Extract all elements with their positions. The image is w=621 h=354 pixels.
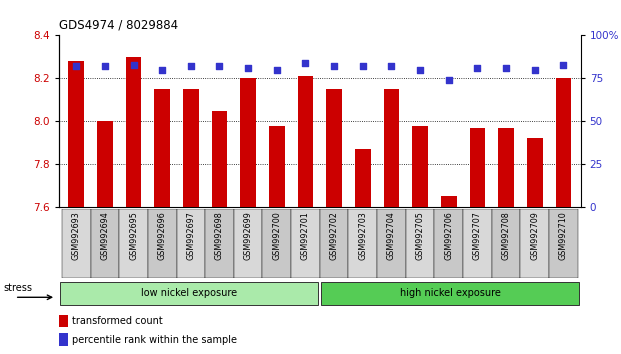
Bar xyxy=(263,209,291,278)
Point xyxy=(214,63,224,69)
Bar xyxy=(125,57,142,207)
Bar xyxy=(97,121,113,207)
Bar xyxy=(269,126,284,207)
Point xyxy=(530,67,540,73)
Text: high nickel exposure: high nickel exposure xyxy=(400,288,501,298)
Bar xyxy=(59,333,68,346)
Text: GSM992706: GSM992706 xyxy=(444,211,453,260)
Text: GSM992700: GSM992700 xyxy=(273,211,281,260)
Bar xyxy=(148,209,176,278)
Bar xyxy=(492,209,520,278)
Bar xyxy=(348,209,377,278)
Text: transformed count: transformed count xyxy=(73,316,163,326)
Text: GSM992702: GSM992702 xyxy=(330,211,338,260)
Bar xyxy=(234,209,263,278)
Text: GDS4974 / 8029884: GDS4974 / 8029884 xyxy=(59,19,178,32)
Text: GSM992699: GSM992699 xyxy=(243,211,253,260)
Bar xyxy=(498,128,514,207)
Text: GSM992709: GSM992709 xyxy=(530,211,539,260)
Bar xyxy=(355,149,371,207)
Bar xyxy=(154,89,170,207)
Text: GSM992697: GSM992697 xyxy=(186,211,196,260)
Text: GSM992695: GSM992695 xyxy=(129,211,138,260)
Bar xyxy=(68,61,84,207)
Bar xyxy=(527,138,543,207)
Bar xyxy=(291,209,320,278)
Point xyxy=(415,67,425,73)
Bar xyxy=(435,209,463,278)
Point xyxy=(301,60,310,66)
Bar xyxy=(549,209,578,278)
Bar xyxy=(321,282,579,305)
Bar xyxy=(377,209,406,278)
Text: GSM992705: GSM992705 xyxy=(415,211,425,260)
Text: GSM992693: GSM992693 xyxy=(71,211,81,260)
Point xyxy=(243,65,253,71)
Bar xyxy=(556,78,571,207)
Text: stress: stress xyxy=(3,283,32,293)
Text: GSM992701: GSM992701 xyxy=(301,211,310,260)
Point xyxy=(501,65,511,71)
Point xyxy=(558,62,568,67)
Text: low nickel exposure: low nickel exposure xyxy=(142,288,237,298)
Bar xyxy=(469,128,486,207)
Bar xyxy=(463,209,492,278)
Text: GSM992708: GSM992708 xyxy=(502,211,510,260)
Point xyxy=(473,65,483,71)
Bar xyxy=(320,209,348,278)
Bar xyxy=(91,209,119,278)
Bar xyxy=(176,209,205,278)
Point xyxy=(71,63,81,69)
Point xyxy=(329,63,339,69)
Bar xyxy=(240,78,256,207)
Text: GSM992704: GSM992704 xyxy=(387,211,396,260)
Bar xyxy=(119,209,148,278)
Point xyxy=(358,63,368,69)
Bar xyxy=(520,209,549,278)
Point xyxy=(186,63,196,69)
Point xyxy=(129,62,138,67)
Bar xyxy=(60,282,319,305)
Bar xyxy=(62,209,91,278)
Point xyxy=(444,77,454,83)
Bar xyxy=(183,89,199,207)
Text: GSM992696: GSM992696 xyxy=(158,211,166,260)
Bar xyxy=(205,209,234,278)
Bar xyxy=(297,76,314,207)
Text: GSM992707: GSM992707 xyxy=(473,211,482,260)
Bar xyxy=(326,89,342,207)
Text: GSM992694: GSM992694 xyxy=(101,211,109,260)
Bar xyxy=(441,196,456,207)
Bar xyxy=(406,209,435,278)
Text: GSM992703: GSM992703 xyxy=(358,211,367,260)
Bar xyxy=(412,126,428,207)
Point xyxy=(272,67,282,73)
Bar xyxy=(212,110,227,207)
Bar xyxy=(384,89,399,207)
Bar xyxy=(59,315,68,327)
Text: GSM992710: GSM992710 xyxy=(559,211,568,260)
Point xyxy=(100,63,110,69)
Point xyxy=(157,67,167,73)
Point xyxy=(386,63,396,69)
Text: percentile rank within the sample: percentile rank within the sample xyxy=(73,335,237,344)
Text: GSM992698: GSM992698 xyxy=(215,211,224,260)
